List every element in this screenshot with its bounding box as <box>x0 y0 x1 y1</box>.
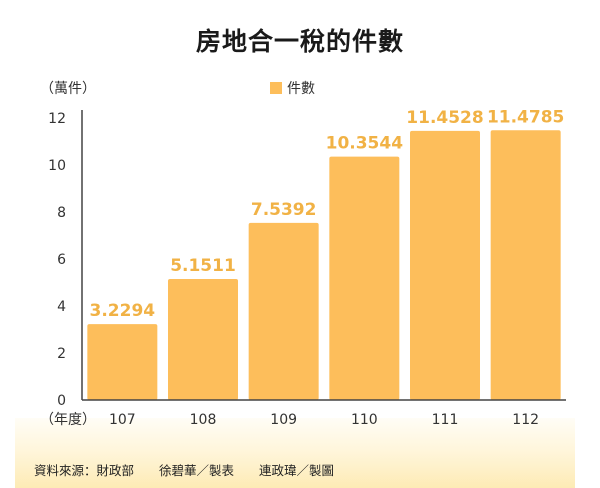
bar-value-label: 5.1511 <box>170 256 236 276</box>
bar <box>87 324 158 400</box>
x-tick-label: 108 <box>190 412 217 428</box>
bar <box>329 156 400 400</box>
source-credit: 資料來源：財政部 徐碧華／製表 連政瑋／製圖 <box>34 463 335 478</box>
x-tick-label: 109 <box>270 412 297 428</box>
bar-value-label: 11.4785 <box>487 107 564 127</box>
bar <box>410 130 480 401</box>
bar <box>168 278 238 400</box>
y-axis-unit-label: （萬件） <box>40 81 96 97</box>
bar-value-label: 10.3544 <box>326 134 404 154</box>
x-tick-label: 111 <box>432 412 459 428</box>
bar-value-label: 11.4528 <box>406 108 483 128</box>
bar <box>490 130 561 400</box>
bar-value-label: 3.2294 <box>90 301 156 321</box>
y-tick-label: 10 <box>48 158 66 174</box>
legend-label: 件數 <box>287 81 315 97</box>
y-tick-label: 2 <box>57 346 66 362</box>
chart-title: 房地合一稅的件數 <box>195 27 404 56</box>
x-tick-label: 110 <box>351 412 378 428</box>
y-tick-label: 8 <box>57 205 66 221</box>
bar-value-label: 7.5392 <box>251 200 317 220</box>
y-tick-label: 0 <box>57 393 66 409</box>
legend-swatch <box>270 82 282 94</box>
bar <box>248 222 319 400</box>
x-tick-label: 107 <box>109 412 136 428</box>
footer-band <box>15 418 575 488</box>
y-tick-label: 4 <box>57 299 66 315</box>
legend: 件數 <box>270 78 315 98</box>
x-axis-unit-label: （年度） <box>40 412 96 428</box>
y-tick-label: 12 <box>48 111 66 127</box>
x-tick-label: 112 <box>512 412 539 428</box>
y-tick-label: 6 <box>57 252 66 268</box>
